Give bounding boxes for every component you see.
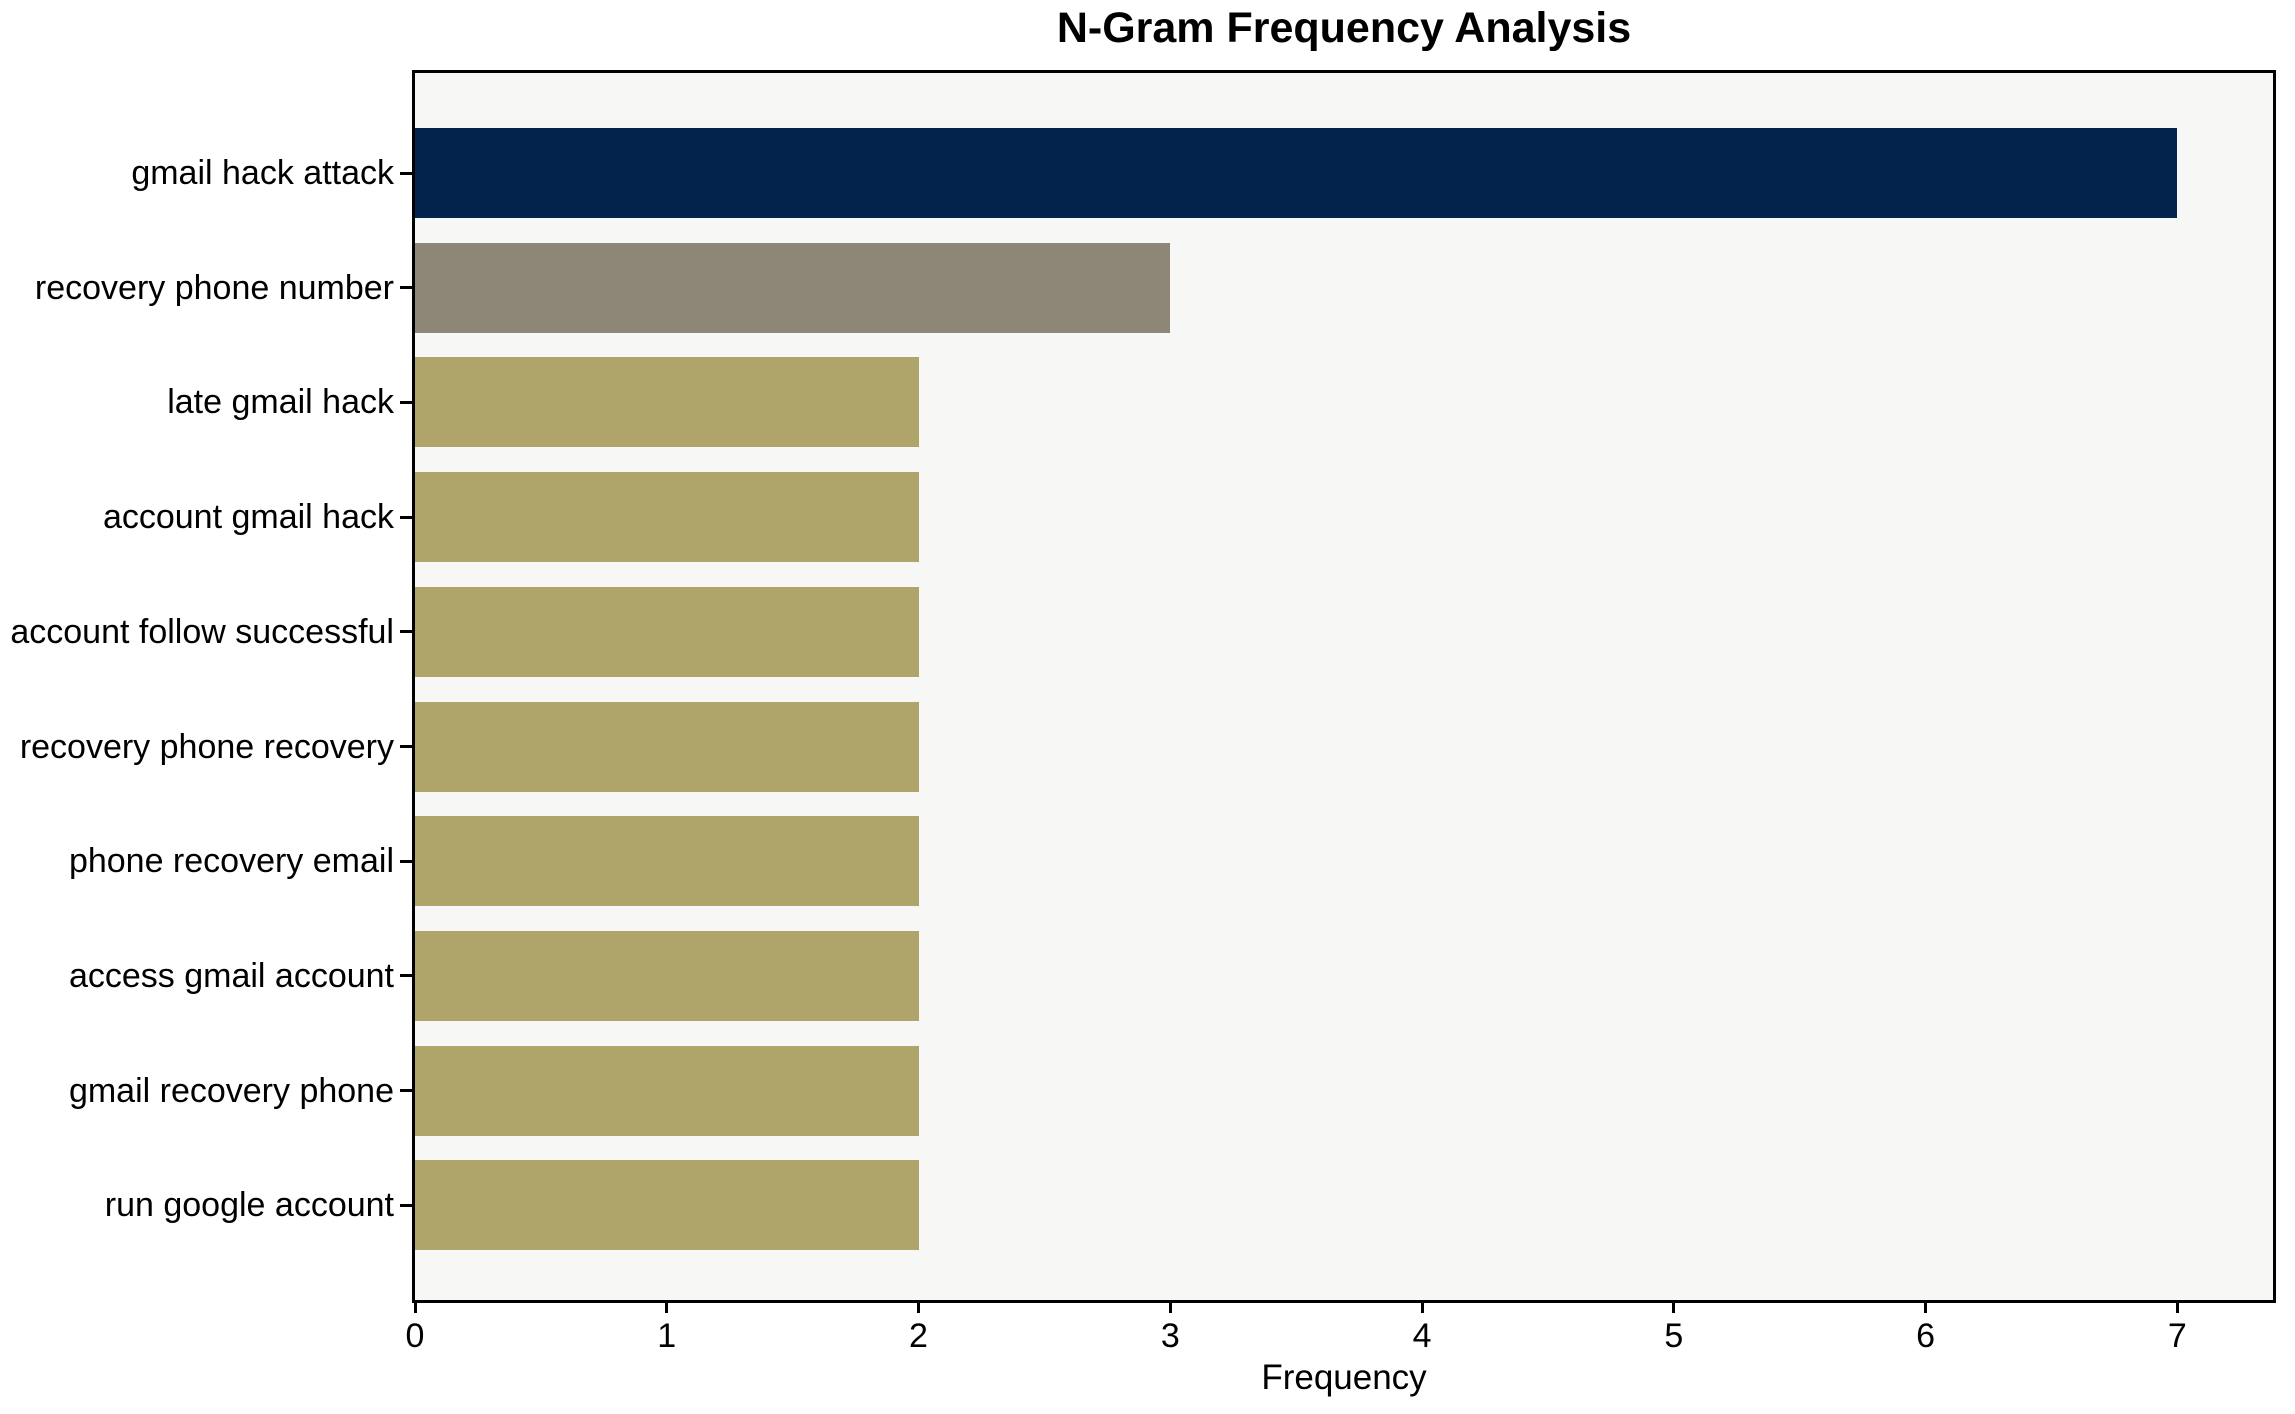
y-tick-label: account follow successful — [10, 612, 394, 651]
y-tick-label: access gmail account — [68, 956, 394, 995]
y-tick-label: recovery phone number — [34, 268, 394, 307]
bar — [415, 1160, 919, 1251]
y-tick-label: account gmail hack — [102, 498, 394, 537]
bar — [415, 930, 919, 1021]
x-tick-label: 4 — [1412, 1317, 1432, 1355]
x-tick-mark — [1168, 1303, 1172, 1313]
x-tick-mark — [1924, 1303, 1928, 1313]
x-tick-label: 0 — [405, 1317, 425, 1355]
x-tick-mark — [413, 1303, 417, 1313]
chart-title: N-Gram Frequency Analysis — [1056, 4, 1632, 52]
bar — [415, 816, 919, 907]
x-tick-label: 6 — [1916, 1317, 1936, 1355]
x-tick-label: 1 — [657, 1317, 677, 1355]
y-tick-mark — [400, 859, 412, 863]
y-tick-mark — [400, 745, 412, 748]
y-tick-mark — [400, 1203, 412, 1207]
plot-area — [412, 70, 2276, 1303]
bar — [415, 357, 919, 448]
y-tick-label: late gmail hack — [167, 383, 394, 422]
bar — [415, 472, 919, 563]
y-tick-mark — [400, 400, 412, 404]
x-tick-mark — [2175, 1303, 2179, 1313]
y-tick-mark — [400, 974, 412, 978]
bar — [415, 128, 2178, 218]
bar — [415, 242, 1171, 333]
y-tick-mark — [400, 630, 412, 634]
x-tick-mark — [1672, 1303, 1676, 1313]
x-tick-mark — [1420, 1303, 1424, 1313]
y-tick-label: recovery phone recovery — [19, 727, 394, 766]
y-tick-mark — [400, 1089, 412, 1093]
y-tick-label: phone recovery email — [68, 842, 394, 881]
x-tick-label: 3 — [1160, 1317, 1180, 1355]
x-tick-mark — [917, 1303, 921, 1313]
y-tick-mark — [400, 171, 412, 175]
y-tick-label: gmail hack attack — [131, 154, 394, 192]
y-tick-mark — [400, 515, 412, 519]
x-tick-mark — [665, 1303, 669, 1313]
bar — [415, 586, 919, 677]
y-tick-mark — [400, 286, 412, 290]
y-tick-label: run google account — [104, 1186, 394, 1225]
x-tick-label: 2 — [909, 1317, 928, 1355]
bar — [415, 1045, 919, 1136]
x-axis-title: Frequency — [1261, 1358, 1427, 1397]
bar — [415, 701, 919, 792]
x-tick-label: 5 — [1664, 1317, 1684, 1355]
y-tick-label: gmail recovery phone — [68, 1071, 394, 1110]
x-tick-label: 7 — [2167, 1317, 2187, 1355]
